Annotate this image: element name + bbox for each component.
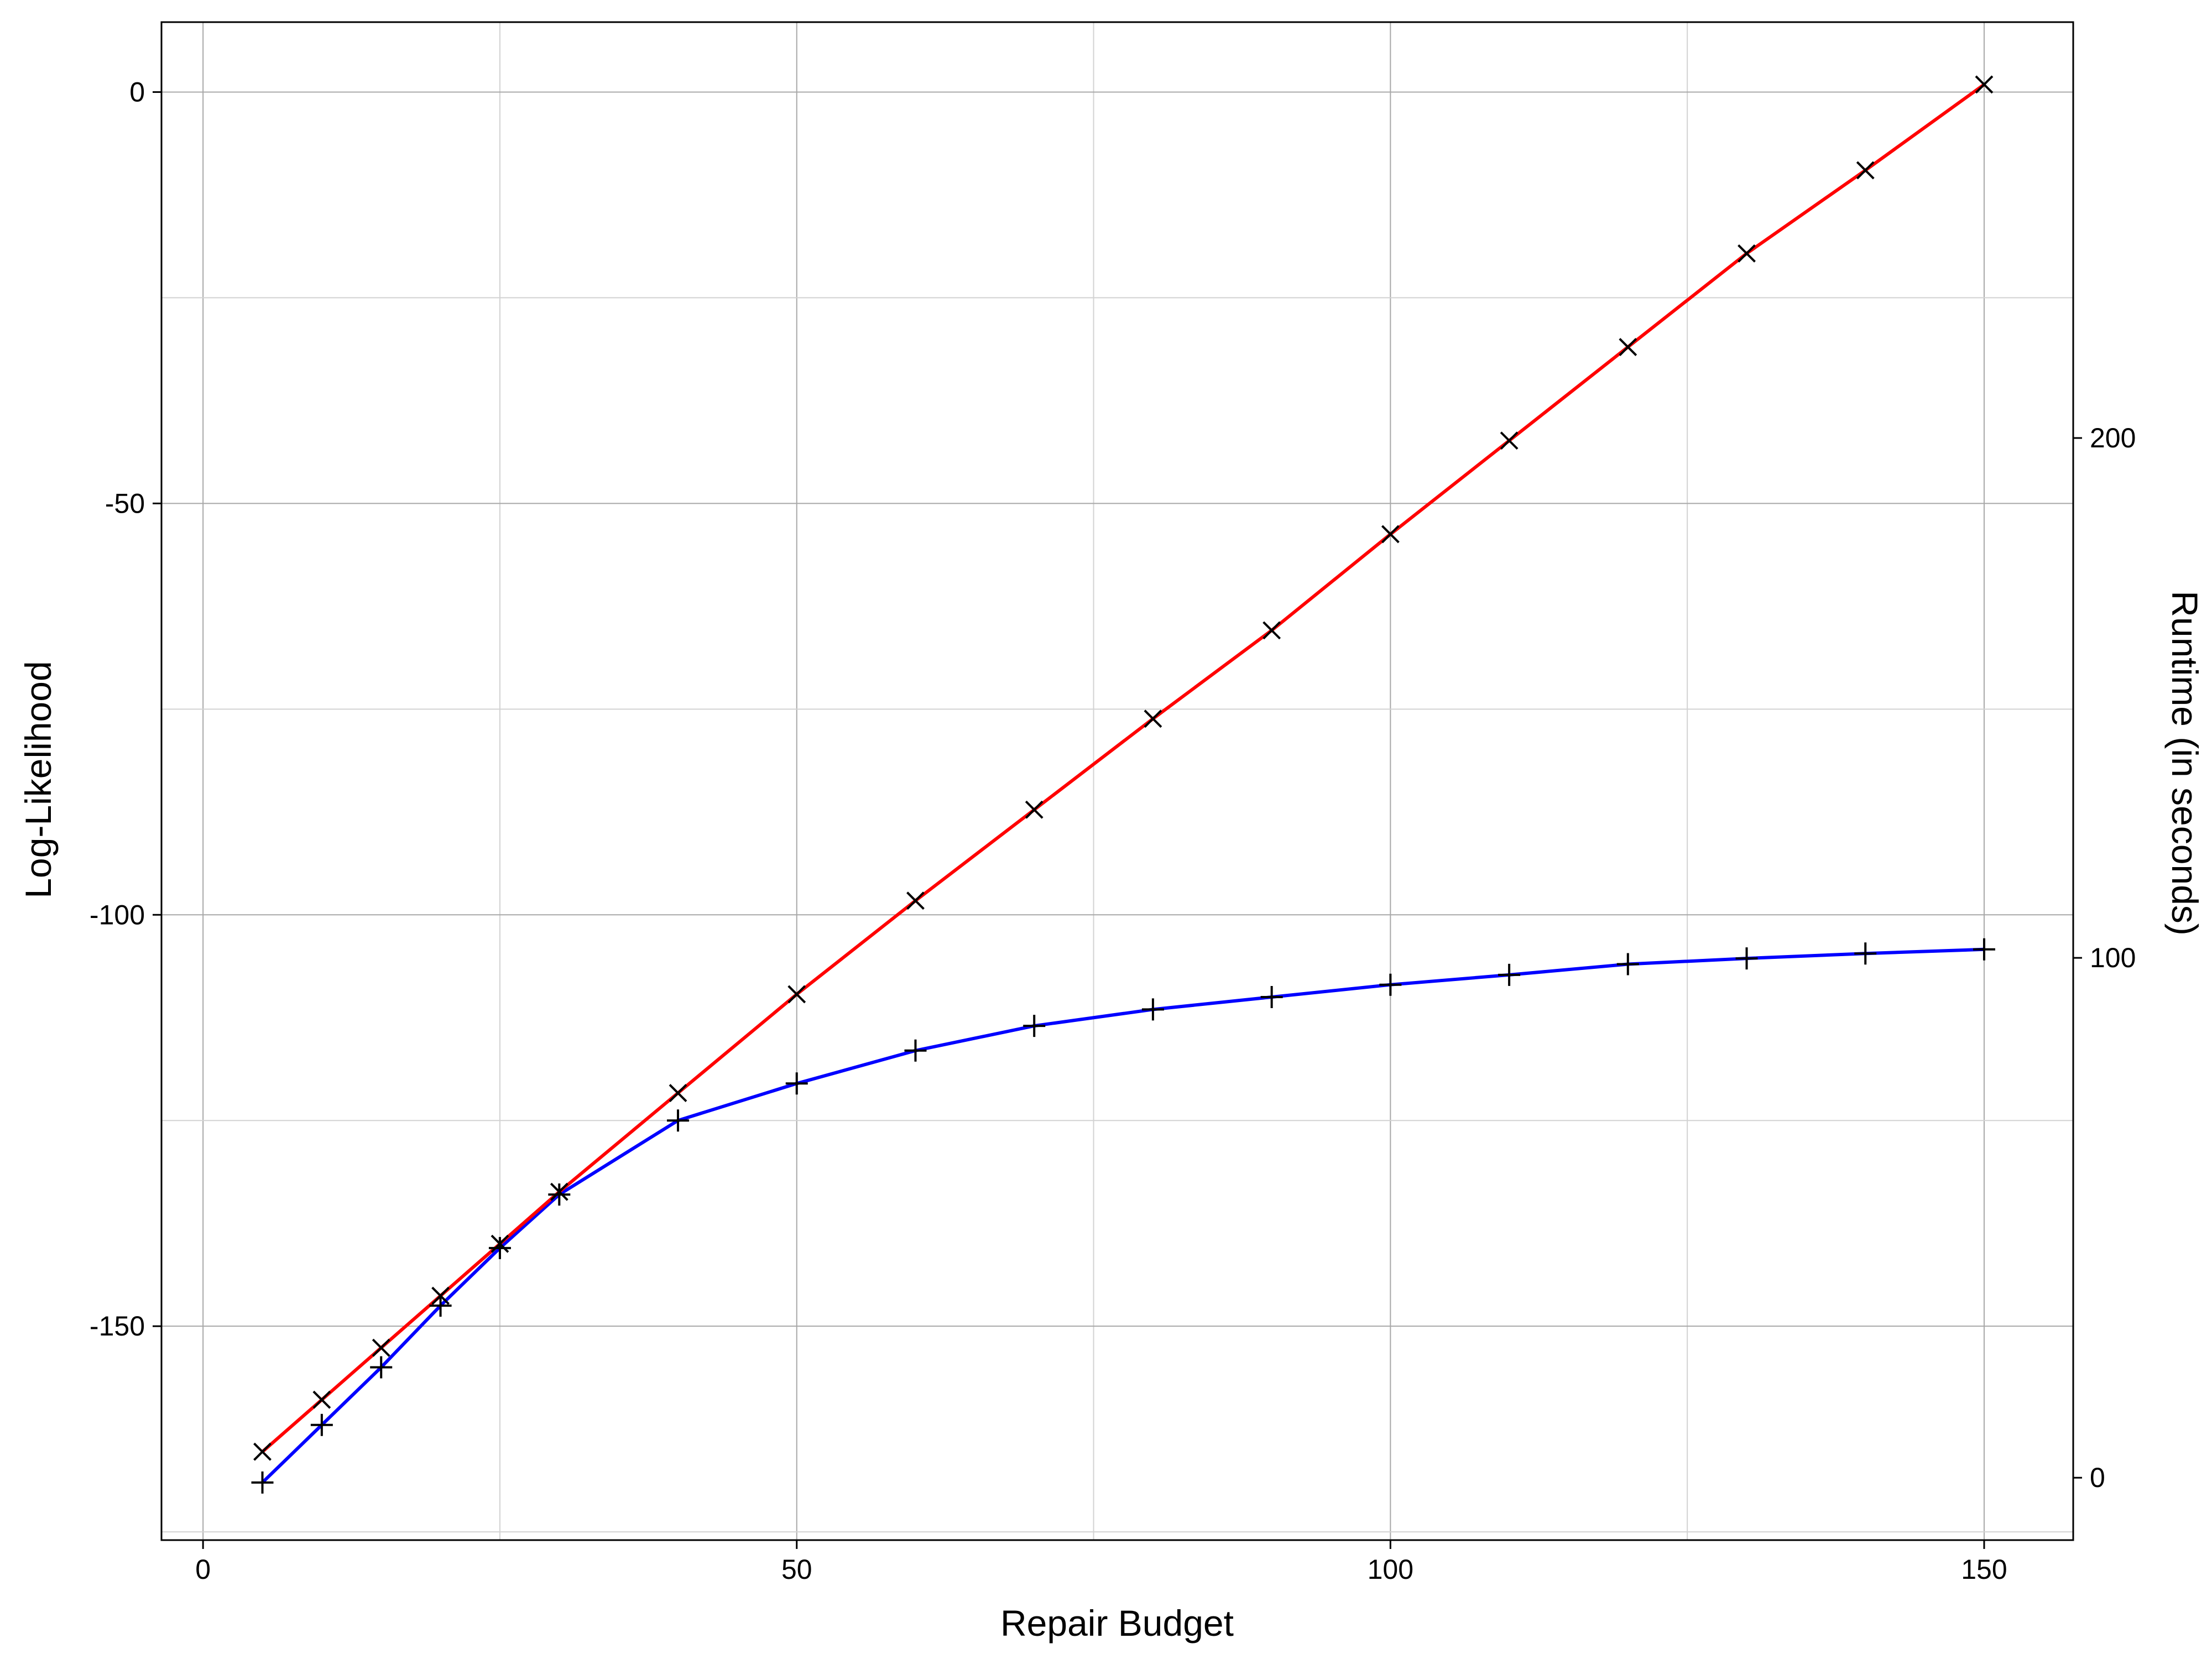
y-tick-label: -100 — [90, 899, 145, 930]
runtime-point — [787, 985, 806, 1004]
runtime-point — [1381, 525, 1400, 544]
x-tick-label: 50 — [781, 1554, 812, 1585]
loglik-point — [1379, 973, 1402, 996]
ticks-layer: 0 50 100 150 0 -50 -100 -150 0 100 200 — [90, 76, 2136, 1585]
loglik-point — [429, 1294, 452, 1317]
loglik-point — [488, 1237, 511, 1259]
runtime-point — [1025, 800, 1044, 819]
series-layer — [251, 75, 1995, 1494]
loglik-point — [1616, 953, 1639, 975]
loglik-point — [904, 1039, 927, 1062]
loglik-point — [1498, 963, 1521, 986]
loglik-point — [548, 1183, 571, 1206]
runtime-point — [431, 1286, 450, 1305]
runtime-point — [1738, 244, 1756, 263]
x-tick-label: 0 — [195, 1554, 211, 1585]
runtime-point — [1856, 161, 1875, 180]
runtime-point — [1144, 709, 1162, 728]
runtime-point — [253, 1442, 272, 1461]
y2-tick-label: 0 — [2090, 1462, 2105, 1493]
y2-tick-label: 100 — [2090, 942, 2136, 973]
runtime-point — [491, 1234, 509, 1253]
loglik-point — [1260, 986, 1283, 1009]
runtime-point — [669, 1084, 687, 1102]
loglik-point — [785, 1072, 808, 1095]
runtime-point — [1500, 431, 1519, 450]
y-axis-title: Log-Likelihood — [18, 661, 59, 898]
y-tick-label: 0 — [129, 76, 145, 107]
y2-axis-title: Runtime (in seconds) — [2164, 591, 2205, 936]
runtime-point — [1975, 75, 1994, 94]
runtime-markers — [253, 75, 1994, 1461]
loglik-point — [1973, 938, 1995, 961]
runtime-point — [550, 1182, 568, 1201]
loglik-point — [1854, 942, 1877, 965]
loglik-point — [1023, 1015, 1046, 1037]
grid — [161, 22, 2073, 1540]
x-axis-title: Repair Budget — [1000, 1603, 1234, 1644]
loglik-point — [1141, 998, 1164, 1021]
y2-tick-label: 200 — [2090, 422, 2136, 453]
loglik-point — [667, 1109, 690, 1132]
loglik-point — [310, 1413, 333, 1436]
loglik-markers — [251, 938, 1995, 1494]
runtime-point — [372, 1338, 390, 1357]
runtime-point — [1262, 621, 1281, 640]
runtime-point — [312, 1390, 331, 1409]
loglik-point — [1735, 947, 1758, 970]
plot-frame — [160, 21, 2074, 1541]
x-tick-label: 100 — [1368, 1554, 1413, 1585]
runtime-line — [261, 83, 1985, 1453]
loglik-point — [251, 1471, 274, 1494]
runtime-point — [906, 891, 925, 910]
y-tick-label: -150 — [90, 1311, 145, 1342]
x-tick-label: 150 — [1961, 1554, 2007, 1585]
loglik-point — [370, 1356, 393, 1379]
runtime-point — [1619, 338, 1637, 356]
loglik-line — [261, 947, 1985, 1484]
y-tick-label: -50 — [105, 488, 145, 519]
